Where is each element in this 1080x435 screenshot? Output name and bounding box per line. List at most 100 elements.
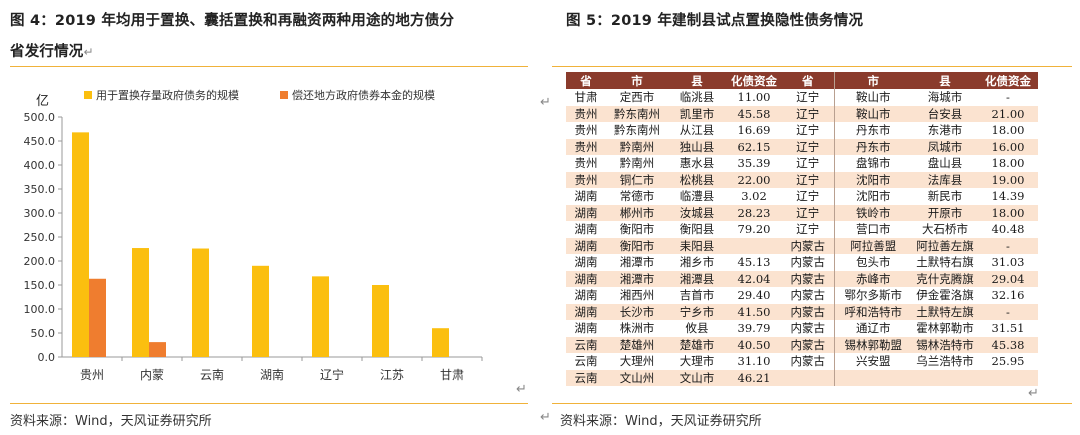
- table-row: 甘肃 定西市 临洮县 11.00 辽宁 鞍山市 海城市 -: [566, 89, 1038, 106]
- table-cell: 42.04: [726, 270, 782, 287]
- table-row: 湖南 郴州市 汝城县 28.23 辽宁 铁岭市 开原市 18.00: [566, 204, 1038, 221]
- table-cell: 辽宁: [782, 221, 835, 238]
- table-cell: [726, 237, 782, 254]
- table-cell: 贵州: [566, 138, 606, 155]
- table-cell: 楚雄市: [668, 336, 726, 353]
- table-cell: [782, 369, 835, 386]
- table-cell: 鞍山市: [856, 90, 891, 105]
- y-tick-label: 250.0: [24, 231, 56, 244]
- y-tick-label: 400.0: [24, 159, 56, 172]
- table-cell: 吉首市: [679, 288, 715, 303]
- table-cell: 从江县: [679, 123, 715, 138]
- table-cell: 云南: [566, 336, 606, 353]
- right-title: 图 5：2019 年建制县试点置换隐性债务情况: [566, 13, 864, 29]
- table-cell: 贵州: [574, 123, 598, 138]
- table-cell: 黔东南州: [606, 105, 668, 122]
- x-category-label: 云南: [200, 367, 224, 382]
- table-cell: 18.00: [978, 204, 1038, 221]
- table-row: 湖南 长沙市 宁乡市 41.50 内蒙古 呼和浩特市 土默特左旗 -: [566, 303, 1038, 320]
- x-category-label: 内蒙: [140, 368, 164, 382]
- x-category-label: 贵州: [80, 368, 104, 382]
- table-cell: 辽宁: [782, 171, 835, 188]
- table-cell: 常德市: [619, 189, 655, 204]
- table-cell: 31.10: [737, 354, 771, 369]
- table-cell: 兴安盟: [856, 354, 891, 369]
- y-tick-label: 450.0: [24, 135, 56, 148]
- table-cell: 文山州: [606, 369, 668, 386]
- legend-label: 用于置换存量政府债务的规模: [96, 88, 239, 102]
- table-cell: 汝城县: [668, 204, 726, 221]
- table-cell: [834, 369, 912, 386]
- table-cell: 32.16: [991, 288, 1025, 303]
- table-cell: 伊金霍洛旗: [916, 288, 974, 303]
- table-cell: 黔南州: [606, 138, 668, 155]
- table-cell: 衡阳市: [606, 237, 668, 254]
- left-title-line2: 省发行情况↵: [10, 40, 94, 61]
- table-cell: 凤城市: [912, 138, 978, 155]
- table-cell: 衡阳县: [679, 222, 715, 237]
- table-cell: 丹东市: [834, 138, 912, 155]
- table-cell: 湘西州: [619, 288, 655, 303]
- table-cell: 通辽市: [856, 321, 891, 336]
- table-cell: 内蒙古: [782, 336, 835, 353]
- table-cell: 阿拉善盟: [834, 237, 912, 254]
- table-cell: 丹东市: [856, 123, 891, 138]
- table-cell: 盘锦市: [856, 156, 891, 171]
- table-header-cell: 县: [668, 72, 726, 89]
- legend-swatch: [280, 91, 288, 99]
- left-title-line1: 图 4：2019 年均用于置换、囊括置换和再融资两种用途的地方债分: [10, 13, 455, 29]
- table-cell: 40.48: [991, 222, 1025, 237]
- table-cell: 湘潭市: [606, 270, 668, 287]
- bar: [312, 276, 329, 357]
- table-header-row: 省市县化债资金省市县化债资金: [566, 72, 1038, 89]
- table-cell: 辽宁: [782, 89, 835, 106]
- table-cell: 16.69: [737, 123, 771, 138]
- legend-swatch: [84, 91, 92, 99]
- y-unit-label: 亿: [36, 94, 49, 109]
- table-cell: 独山县: [668, 138, 726, 155]
- table-cell: 法库县: [912, 171, 978, 188]
- table-cell: 沈阳市: [856, 189, 891, 204]
- table-cell: 宁乡市: [668, 303, 726, 320]
- y-tick-label: 50.0: [31, 327, 56, 340]
- table-cell: 衡阳市: [619, 222, 655, 237]
- table-cell: 29.04: [978, 270, 1038, 287]
- table-cell: 攸县: [685, 321, 709, 336]
- table-header-cell: 县: [912, 72, 978, 89]
- table-cell: -: [1006, 90, 1010, 105]
- table-cell: 62.15: [726, 138, 782, 155]
- table-cell: 贵州: [566, 171, 606, 188]
- table-cell: 大理市: [679, 354, 715, 369]
- table-cell: 79.20: [737, 222, 771, 237]
- table-cell: 鄂尔多斯市: [844, 288, 903, 303]
- table-row: 湖南 衡阳市 耒阳县 内蒙古 阿拉善盟 阿拉善左旗 -: [566, 237, 1038, 254]
- table-cell: 鞍山市: [834, 105, 912, 122]
- y-tick-label: 350.0: [24, 183, 56, 196]
- right-start-mark: ↵: [540, 95, 551, 110]
- table-cell: 耒阳县: [668, 237, 726, 254]
- table-header-cell: 市: [606, 72, 668, 89]
- table-cell: 定西市: [619, 90, 655, 105]
- right-source: 资料来源：Wind，天风证券研究所: [560, 414, 762, 429]
- table-cell: 内蒙古: [782, 270, 835, 287]
- table-cell: 湘潭市: [619, 255, 655, 270]
- table-cell: 内蒙古: [782, 320, 835, 337]
- table-cell: 45.58: [726, 105, 782, 122]
- table-cell: 25.95: [991, 354, 1025, 369]
- table-cell: 临澧县: [679, 189, 715, 204]
- left-end-mark: ↵: [516, 382, 527, 397]
- bar: [372, 285, 389, 357]
- table-cell: 沈阳市: [834, 171, 912, 188]
- table-cell: 29.40: [737, 288, 771, 303]
- table-header-cell: 市: [834, 72, 912, 89]
- table-cell: 35.39: [737, 156, 771, 171]
- table-row: 湖南 湘潭市 湘乡市 45.13 内蒙古 包头市 土默特右旗 31.03: [566, 254, 1038, 271]
- table-cell: 郴州市: [606, 204, 668, 221]
- table-cell: 14.39: [991, 189, 1025, 204]
- table-cell: 3.02: [741, 189, 767, 204]
- table-cell: 营口市: [856, 222, 891, 237]
- table-cell: 湖南: [574, 189, 598, 204]
- bar: [432, 328, 449, 357]
- table-cell: 湖南: [566, 237, 606, 254]
- table-cell: 盘山县: [927, 156, 963, 171]
